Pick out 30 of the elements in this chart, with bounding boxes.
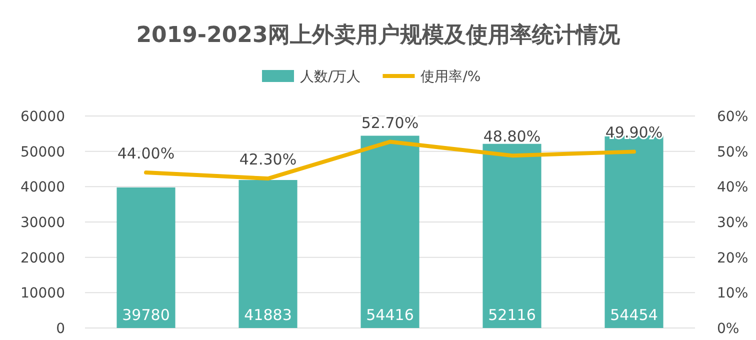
y2-tick-label: 30% [717, 215, 748, 231]
y-tick-label: 60000 [20, 109, 65, 125]
y-tick-label: 50000 [20, 144, 65, 160]
y-tick-label: 10000 [20, 286, 65, 302]
legend-label: 人数/万人 [300, 69, 361, 85]
data-label: 44.00% [117, 144, 175, 163]
data-label: 52.70% [361, 114, 419, 132]
bar [116, 187, 176, 328]
bar [482, 144, 542, 328]
y2-tick-label: 0% [717, 321, 740, 337]
data-label: 48.80% [483, 128, 541, 146]
y2-tick-label: 20% [717, 250, 748, 266]
y2-tick-label: 60% [717, 109, 748, 125]
data-label: 42.30% [239, 150, 297, 169]
data-label: 54454 [610, 306, 658, 324]
chart-title: 2019-2023网上外卖用户规模及使用率统计情况 [136, 22, 621, 48]
y-tick-label: 20000 [20, 250, 65, 266]
y-tick-label: 0 [56, 321, 65, 337]
bar [238, 180, 298, 328]
y-tick-label: 40000 [20, 180, 65, 196]
y-tick-label: 30000 [20, 215, 65, 231]
data-label: 52116 [488, 306, 536, 324]
y2-tick-label: 40% [717, 180, 748, 196]
legend-label: 使用率/% [420, 69, 481, 85]
y2-tick-label: 50% [717, 144, 748, 160]
data-label: 39780 [122, 306, 170, 324]
data-label: 54416 [366, 306, 414, 324]
data-label: 41883 [244, 306, 292, 324]
y2-tick-label: 10% [717, 286, 748, 302]
bar [360, 136, 420, 328]
